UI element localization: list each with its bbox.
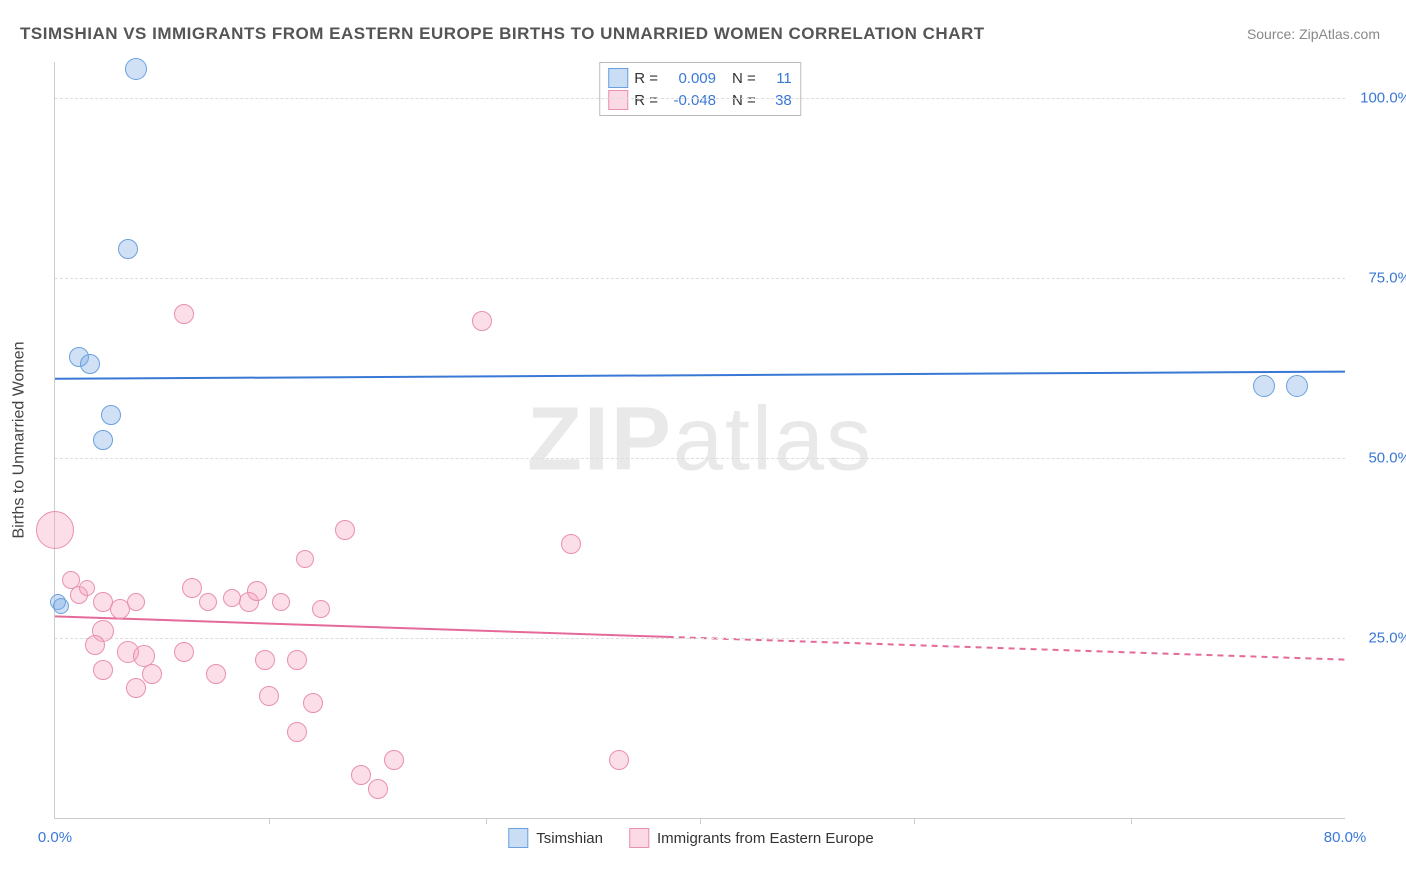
series-b-point [259,686,279,706]
series-a-point [125,58,147,80]
trend-lines-svg [55,62,1345,818]
legend-correlation: R = 0.009 N = 11 R = -0.048 N = 38 [599,62,801,116]
series-b-point [609,750,629,770]
series-b-point [93,660,113,680]
series-b-point [255,650,275,670]
series-a-point [118,239,138,259]
series-b-point [384,750,404,770]
legend-row: R = 0.009 N = 11 [608,67,792,89]
legend-n-value: 38 [762,92,792,109]
series-a-point [1253,375,1275,397]
legend-row: R = -0.048 N = 38 [608,89,792,111]
series-b-point [287,722,307,742]
y-tick-label: 50.0% [1368,450,1406,467]
series-b-point [126,678,146,698]
x-tick-mark [269,818,270,824]
legend-swatch [508,828,528,848]
x-tick-mark [1131,818,1132,824]
series-b-point [206,664,226,684]
y-tick-label: 100.0% [1360,90,1406,107]
grid-line [55,638,1345,639]
watermark: ZIPatlas [527,389,873,492]
series-b-point [182,578,202,598]
legend-r-label: R = [634,70,658,87]
series-b-point [272,593,290,611]
series-b-point [351,765,371,785]
legend-n-value: 11 [762,70,792,87]
series-a-point [80,354,100,374]
y-tick-label: 75.0% [1368,270,1406,287]
series-b-point [287,650,307,670]
series-b-point [85,635,105,655]
series-b-point [335,520,355,540]
x-tick-mark [486,818,487,824]
series-a-point [53,598,69,614]
series-b-point [296,550,314,568]
series-b-point [142,664,162,684]
y-tick-label: 25.0% [1368,630,1406,647]
legend-swatch [629,828,649,848]
series-b-point [79,580,95,596]
x-tick-label: 80.0% [1324,829,1367,846]
series-a-point [1286,375,1308,397]
series-b-point [303,693,323,713]
legend-n-label: N = [732,92,756,109]
legend-series: Tsimshian Immigrants from Eastern Europe [508,828,891,848]
y-axis-label-container: Births to Unmarried Women [0,62,40,818]
series-b-point [472,311,492,331]
x-tick-label: 0.0% [38,829,72,846]
grid-line [55,458,1345,459]
series-a-point [93,430,113,450]
legend-series-label: Immigrants from Eastern Europe [657,830,874,847]
series-b-point [312,600,330,618]
legend-swatch [608,68,628,88]
series-b-point [199,593,217,611]
source-label: Source: ZipAtlas.com [1247,26,1380,42]
series-b-point [174,304,194,324]
x-tick-mark [700,818,701,824]
chart-title: TSIMSHIAN VS IMMIGRANTS FROM EASTERN EUR… [20,24,985,44]
series-b-point [247,581,267,601]
series-b-point [174,642,194,662]
series-a-point [101,405,121,425]
legend-n-label: N = [732,70,756,87]
legend-swatch [608,90,628,110]
series-b-point [561,534,581,554]
series-b-point [36,511,74,549]
legend-r-label: R = [634,92,658,109]
y-axis-label: Births to Unmarried Women [11,341,29,538]
series-b-point [368,779,388,799]
chart-area: ZIPatlas R =0.009N =11R =-0.048N =38 Tsi… [54,62,1345,819]
legend-r-value: 0.009 [664,70,716,87]
grid-line [55,278,1345,279]
grid-line [55,98,1345,99]
legend-r-value: -0.048 [664,92,716,109]
legend-series-label: Tsimshian [536,830,603,847]
x-tick-mark [914,818,915,824]
series-b-point [127,593,145,611]
